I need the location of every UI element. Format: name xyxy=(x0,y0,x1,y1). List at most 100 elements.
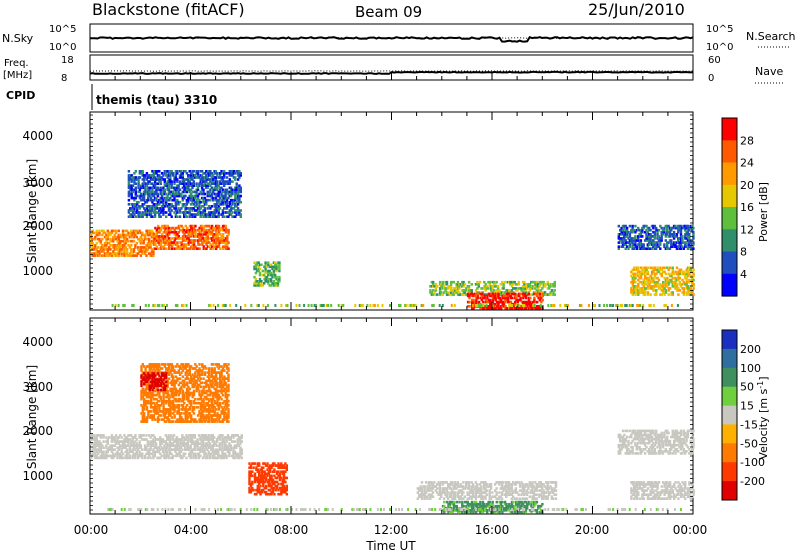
heatmap-cell xyxy=(173,230,176,234)
heatmap-cell xyxy=(155,387,158,391)
heatmap-cell xyxy=(129,174,132,177)
heatmap-cell xyxy=(220,178,223,181)
heatmap-cell xyxy=(485,285,489,288)
heatmap-cell xyxy=(519,292,522,296)
heatmap-cell xyxy=(674,270,677,274)
heatmap-cell xyxy=(654,245,658,248)
heatmap-cell xyxy=(123,438,126,441)
heatmap-cell xyxy=(96,456,100,460)
heatmap-cell xyxy=(110,239,114,243)
heatmap-cell xyxy=(228,205,231,208)
heatmap-cell xyxy=(193,448,196,451)
heatmap-cell xyxy=(489,292,492,296)
heatmap-cell xyxy=(161,363,164,366)
heatmap-cell xyxy=(670,241,673,244)
heatmap-cell xyxy=(224,444,227,447)
heatmap-cell xyxy=(182,442,185,445)
heatmap-cell xyxy=(642,266,645,270)
heatmap-cell xyxy=(220,194,223,198)
heatmap-cell xyxy=(99,246,103,249)
heatmap-cell xyxy=(685,293,688,296)
heatmap-cell xyxy=(638,245,641,248)
heatmap-cell xyxy=(681,270,684,274)
heatmap-cell xyxy=(205,215,208,218)
heatmap-cell xyxy=(432,283,435,286)
heatmap-cell xyxy=(656,228,659,232)
heatmap-cell xyxy=(91,229,94,233)
heatmap-cell xyxy=(231,207,234,210)
heatmap-cell xyxy=(453,304,456,307)
heatmap-cell xyxy=(179,245,182,248)
heatmap-cell xyxy=(663,293,666,296)
heatmap-cell xyxy=(663,276,666,280)
heatmap-cell xyxy=(133,198,136,202)
heatmap-cell xyxy=(649,304,652,307)
heatmap-cell xyxy=(113,454,116,458)
heatmap-cell xyxy=(170,209,173,212)
heatmap-cell xyxy=(170,186,173,190)
heatmap-cell xyxy=(210,383,214,387)
heatmap-cell xyxy=(172,440,176,443)
heatmap-cell xyxy=(210,448,213,451)
heatmap-cell xyxy=(99,239,103,243)
heatmap-cell xyxy=(146,229,150,233)
heatmap-cell xyxy=(214,448,217,451)
heatmap-cell xyxy=(91,231,94,235)
heatmap-cell xyxy=(181,174,184,177)
heatmap-cell xyxy=(188,393,191,397)
heatmap-cell xyxy=(199,436,202,439)
heatmap-cell xyxy=(213,245,216,248)
heatmap-cell xyxy=(664,304,667,307)
heatmap-cell xyxy=(184,416,187,419)
power-ylabel: Slant Range [km] xyxy=(25,159,39,263)
heatmap-cell xyxy=(196,188,200,192)
heatmap-cell xyxy=(692,278,695,282)
heatmap-cell xyxy=(172,399,175,403)
heatmap-cell xyxy=(188,228,192,232)
heatmap-cell xyxy=(496,289,500,292)
heatmap-cell xyxy=(141,420,144,423)
heatmap-cell xyxy=(663,228,666,232)
heatmap-cell xyxy=(181,247,185,250)
heatmap-cell xyxy=(159,228,163,232)
heatmap-cell xyxy=(131,454,134,458)
heatmap-cell xyxy=(524,285,527,288)
heatmap-cell xyxy=(134,246,137,249)
heatmap-cell xyxy=(239,213,242,216)
heatmap-cell xyxy=(479,307,482,310)
heatmap-cell xyxy=(673,283,676,286)
heatmap-cell xyxy=(686,291,690,294)
heatmap-cell xyxy=(208,408,211,411)
heatmap-cell xyxy=(226,247,229,250)
heatmap-cell xyxy=(483,287,486,290)
heatmap-cell xyxy=(188,365,191,368)
heatmap-cell xyxy=(205,180,208,183)
heatmap-cell xyxy=(185,393,189,397)
heatmap-cell xyxy=(198,397,201,401)
heatmap-cell xyxy=(641,245,644,248)
heatmap-cell xyxy=(157,446,161,449)
heatmap-cell xyxy=(167,184,171,187)
heatmap-cell xyxy=(130,434,133,437)
heatmap-cell xyxy=(194,213,197,216)
heatmap-cell xyxy=(136,203,139,206)
heatmap-cell xyxy=(184,365,187,368)
heatmap-cell xyxy=(494,302,497,306)
heatmap-cell xyxy=(130,180,133,183)
heatmap-cell xyxy=(681,237,684,240)
heatmap-cell xyxy=(199,235,203,238)
heatmap-cell xyxy=(178,182,182,185)
heatmap-cell xyxy=(178,446,181,449)
heatmap-cell xyxy=(631,291,634,294)
heatmap-cell xyxy=(228,448,231,451)
heatmap-cell xyxy=(166,182,169,185)
heatmap-cell xyxy=(675,278,679,282)
heatmap-cell xyxy=(509,292,513,296)
heatmap-cell xyxy=(145,200,149,204)
heatmap-cell xyxy=(638,233,641,236)
heatmap-cell xyxy=(661,228,665,232)
heatmap-cell xyxy=(660,237,663,240)
heatmap-cell xyxy=(203,172,207,175)
heatmap-cell xyxy=(163,190,166,194)
heatmap-cell xyxy=(649,280,652,284)
